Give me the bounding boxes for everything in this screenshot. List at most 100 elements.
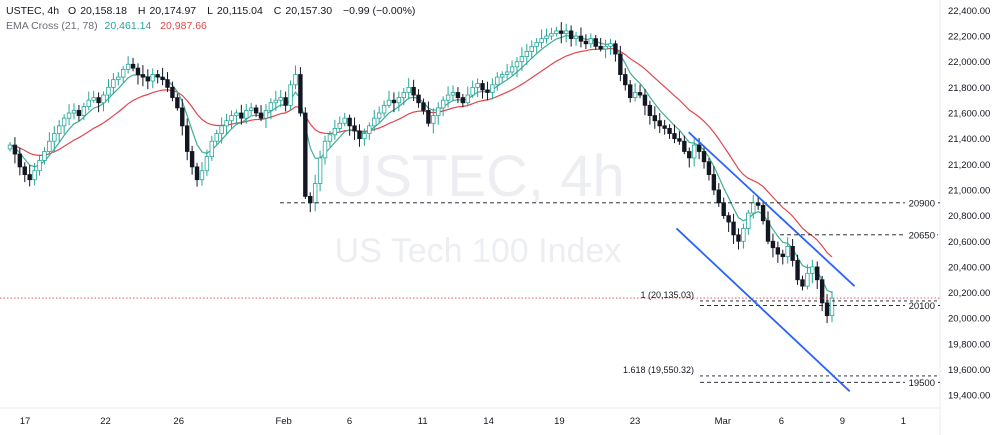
candle-up <box>829 297 835 317</box>
candle-down <box>800 279 805 287</box>
candle-up <box>470 86 475 96</box>
candle-down <box>96 97 101 104</box>
candle-down <box>140 74 146 78</box>
candle-down <box>775 247 781 255</box>
candle-down <box>583 40 589 45</box>
candle-down <box>460 97 466 104</box>
candle-up <box>519 56 525 63</box>
candle-down <box>652 115 658 122</box>
candle-up <box>376 112 382 119</box>
candle-up <box>406 86 411 93</box>
candle-up <box>234 112 239 116</box>
symbol-label[interactable]: USTEC, 4h <box>6 5 60 17</box>
candle-down <box>696 144 702 152</box>
candle-up <box>214 133 219 142</box>
price-tick-label: 20,200.00 <box>948 288 990 299</box>
price-tick-label: 21,200.00 <box>948 160 990 171</box>
candle-up <box>603 45 608 50</box>
price-axis[interactable]: 19,400.00 19,600.00 19,800.00 20,000.00 20,2… <box>948 6 990 402</box>
candle-down <box>765 220 771 242</box>
candle-down <box>416 94 421 104</box>
candle-down <box>647 104 653 116</box>
level-label: 20900 <box>909 198 935 209</box>
candle-up <box>544 35 549 40</box>
candle-up <box>362 133 367 140</box>
candle-up <box>504 71 510 75</box>
price-tick-label: 19,800.00 <box>948 339 990 350</box>
chart-legend: USTEC, 4h O 20,158.18 H 20,174.97 L 20,115.… <box>6 4 419 34</box>
time-axis[interactable]: 17 22 26 Feb 6 11 14 19 23 Mar 6 9 1 <box>20 416 906 427</box>
candle-down <box>485 89 490 93</box>
candle-down <box>22 166 27 175</box>
price-tick-label: 20,400.00 <box>948 262 990 273</box>
level-label: 20650 <box>909 230 935 241</box>
ema-slow-value: 20,987.66 <box>160 20 207 32</box>
ohlc-low: L 20,115.04 <box>207 5 263 17</box>
candle-down <box>790 245 795 261</box>
level-label-bg <box>905 195 937 210</box>
price-tick-label: 20,800.00 <box>948 211 990 222</box>
candle-down <box>391 99 397 104</box>
candle-up <box>445 94 451 101</box>
candle-down <box>623 74 628 86</box>
candle-down <box>706 161 712 175</box>
candle-down <box>618 53 623 75</box>
candle-up <box>632 92 638 99</box>
level-label-bg <box>905 375 937 390</box>
candle-down <box>12 144 18 155</box>
candle-down <box>303 112 308 197</box>
candle-up <box>293 74 298 86</box>
candle-down <box>27 174 32 181</box>
candle-down <box>627 84 633 99</box>
ema-slow-path <box>9 47 833 258</box>
candle-up <box>52 133 57 142</box>
candle-up <box>396 97 402 104</box>
candle-up <box>465 94 470 104</box>
legend-row-indicator[interactable]: EMA Cross (21, 78) 20,461.14 20,987.66 <box>6 19 419 34</box>
candle-down <box>189 151 195 168</box>
candle-down <box>682 140 687 152</box>
level-label-bg <box>905 298 937 313</box>
candle-down <box>578 35 584 42</box>
candle-up <box>746 212 751 229</box>
candle-down <box>731 221 736 236</box>
candle-up <box>495 76 500 86</box>
channel-upper-line[interactable] <box>688 131 856 287</box>
candle-up <box>32 170 37 181</box>
horizontal-levels[interactable]: 20900 20650 20100 19500 1 (20,135.03) 1.618 (… <box>0 195 940 390</box>
candle-up <box>367 125 372 134</box>
candle-up <box>66 112 72 119</box>
candle-down <box>455 92 461 99</box>
level-label: 20100 <box>909 301 935 312</box>
candle-down <box>780 253 785 258</box>
time-tick-label: 6 <box>779 416 784 427</box>
time-tick-label: 26 <box>173 416 184 427</box>
candle-up <box>111 79 116 88</box>
candle-up <box>219 125 224 134</box>
candle-up <box>500 74 505 78</box>
candle-down <box>716 189 721 204</box>
candle-up <box>549 33 554 37</box>
time-tick-label: 23 <box>630 416 641 427</box>
channel-lower-line[interactable] <box>675 227 851 392</box>
candle-up <box>57 125 62 134</box>
candle-down <box>17 153 23 168</box>
candle-down <box>155 74 160 78</box>
candle-up <box>150 74 155 82</box>
candle-up <box>431 115 436 124</box>
price-tick-label: 19,400.00 <box>948 391 990 402</box>
price-tick-label: 20,600.00 <box>948 237 990 248</box>
watermark: USTEC, 4h US Tech 100 Index <box>331 144 624 270</box>
candle-up <box>554 30 559 34</box>
candle-up <box>101 94 106 104</box>
candle-up <box>381 104 387 114</box>
candle-down <box>687 151 692 159</box>
candle-up <box>121 69 126 78</box>
watermark-symbol: USTEC, 4h <box>331 144 624 209</box>
descending-channel[interactable] <box>675 131 856 392</box>
candle-down <box>662 125 667 129</box>
ema-fast-value: 20,461.14 <box>104 20 152 32</box>
candle-up <box>106 86 111 96</box>
time-tick-label: Mar <box>715 416 731 427</box>
